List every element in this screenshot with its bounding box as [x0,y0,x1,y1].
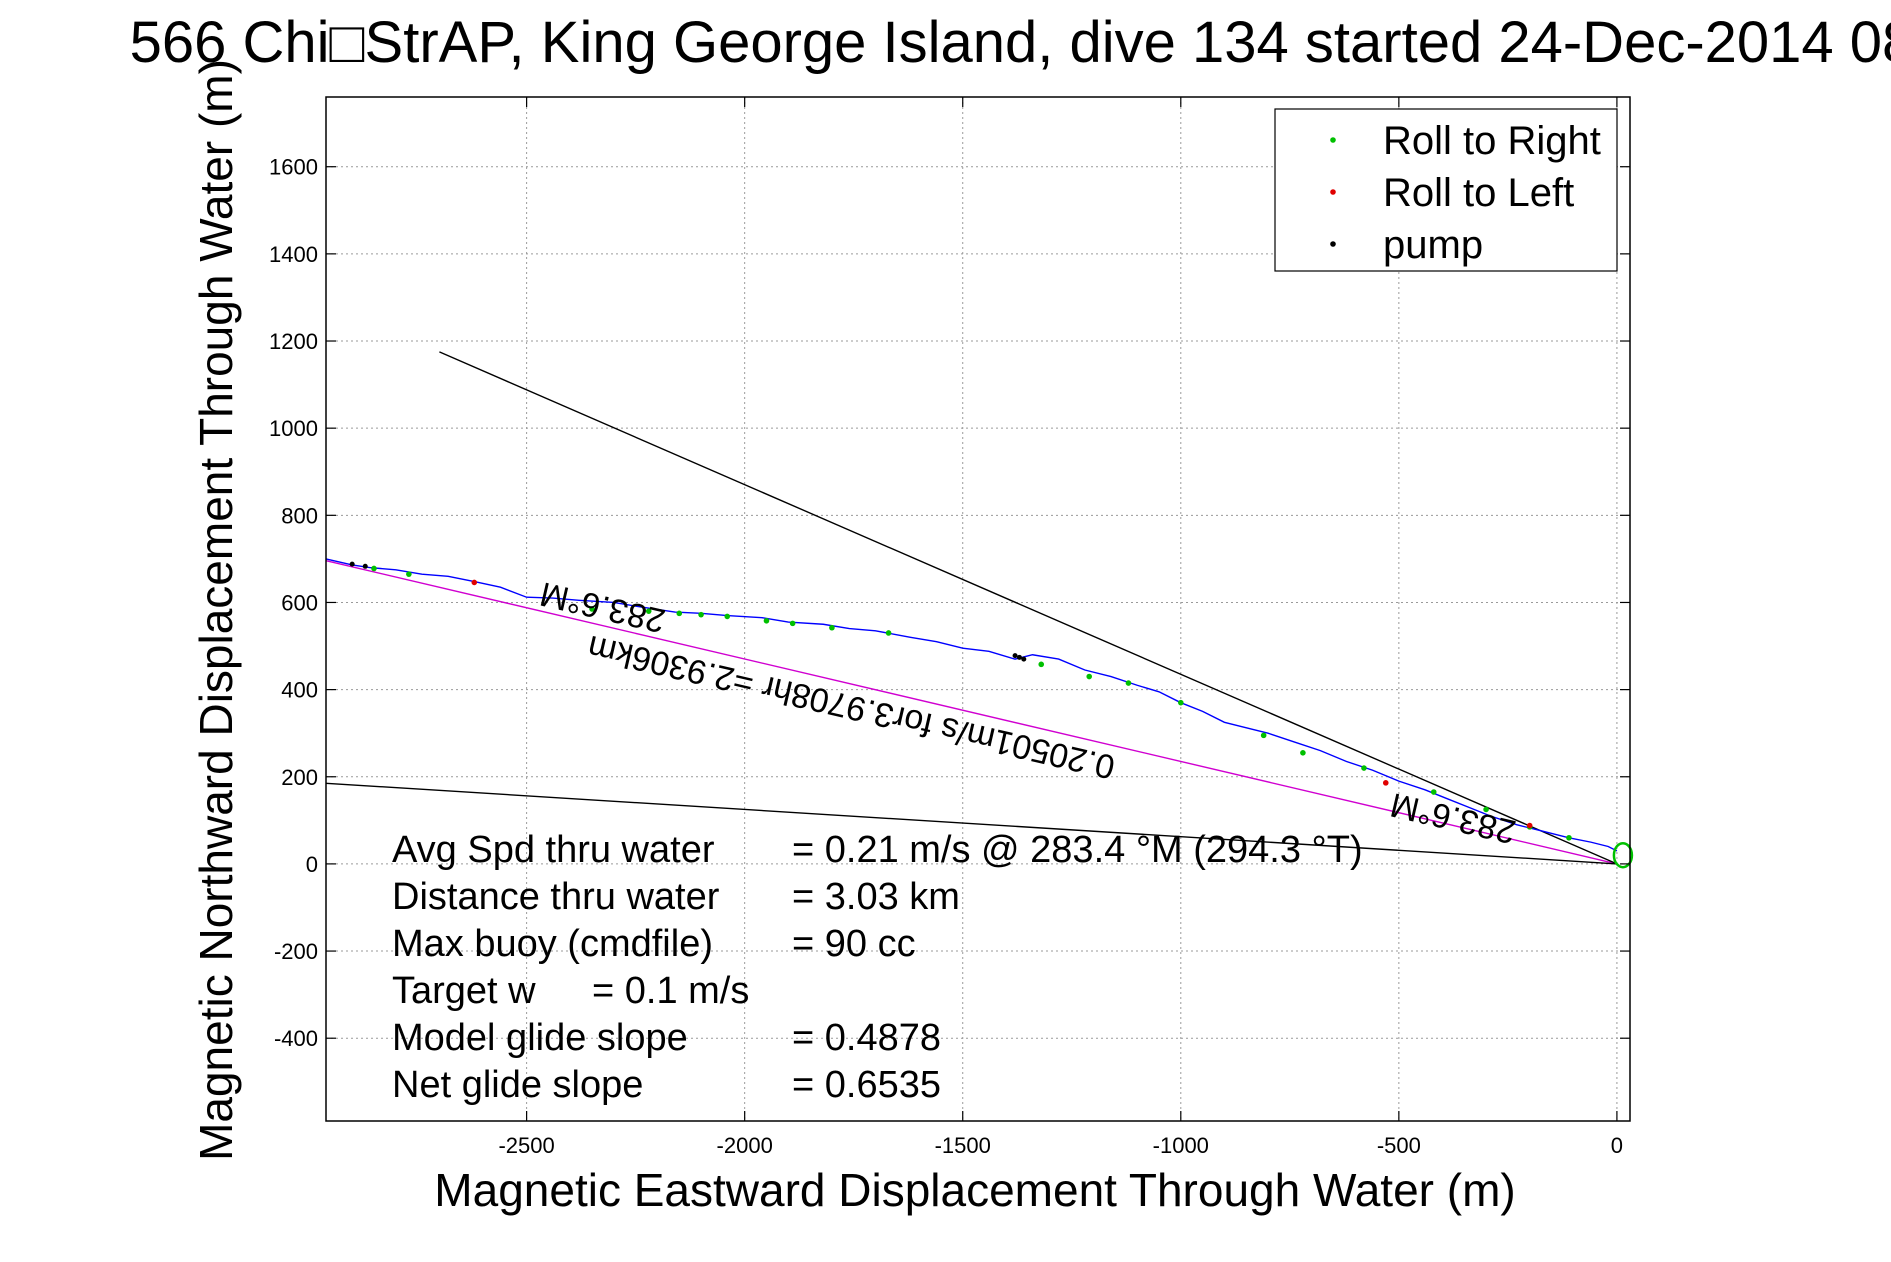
y-tick-label: 1400 [269,242,318,267]
roll-left-point [1382,780,1389,786]
roll-right-point [789,620,796,627]
roll-right-point [371,565,377,572]
stats-value: = 3.03 km [792,876,960,918]
y-tick-label: 1200 [269,329,318,354]
stats-value: = 0.4878 [792,1017,941,1059]
net-heading-line [325,559,1618,865]
roll-right-point [1483,806,1489,813]
stats-label: Net glide slope [392,1064,643,1106]
y-tick-label: 0 [306,852,318,877]
y-tick-label: -200 [274,939,318,964]
legend-label: Roll to Right [1383,119,1601,163]
y-tick-label: 200 [281,765,318,790]
y-tick-label: 600 [281,590,318,615]
pump-point [1016,654,1022,660]
roll-right-point [1566,834,1572,841]
roll-right-point [885,630,892,636]
x-tick-label: -1500 [935,1133,991,1158]
roll-right-point [724,613,731,620]
legend-marker [1330,241,1336,247]
roll-left-point [471,579,478,586]
legend-marker [1330,137,1336,143]
event-markers [349,561,1572,841]
x-tick-label: -2000 [717,1133,773,1158]
legend-label: Roll to Left [1383,171,1574,215]
roll-right-point [1361,765,1367,771]
roll-right-point [829,624,835,631]
roll-right-point [763,617,770,624]
legend-label: pump [1383,223,1483,267]
stats-value: = 0.6535 [792,1064,941,1106]
stats-label: Model glide slope [392,1017,688,1059]
roll-right-point [1086,673,1093,680]
roll-left-point [1526,822,1533,829]
x-tick-label: -2500 [498,1133,554,1158]
y-tick-label: -400 [274,1026,318,1051]
stats-label: Target w [392,970,536,1012]
stats-label: Max buoy (cmdfile) [392,923,713,965]
y-axis-label: Magnetic Northward Displacement Through … [190,59,242,1161]
roll-right-point [1177,699,1184,706]
legend-marker [1330,189,1336,195]
roll-right-point [406,571,412,577]
x-tick-label: 0 [1611,1133,1623,1158]
reference-lines [325,351,1618,865]
lower-wedge-line [325,782,1617,865]
x-tick-label: -500 [1377,1133,1421,1158]
y-tick-label: 400 [281,678,318,703]
plot-border [325,96,1631,1122]
roll-right-point [1260,732,1267,739]
y-tick-label: 800 [281,503,318,528]
stats-box: Avg Spd thru water = 0.21 m/s @ 283.4 °M … [392,829,1363,1106]
stats-label: Avg Spd thru water [392,829,715,871]
x-axis-label: Magnetic Eastward Displacement Through W… [434,1164,1515,1216]
pump-point [362,563,368,569]
upper-wedge-line [439,351,1618,865]
legend: Roll to Right Roll to Left pump [1274,108,1618,272]
stats-label: Distance thru water [392,876,720,918]
roll-right-point [1430,789,1437,795]
axis-ticks: -2500 -2000 -1500 -1000 -500 0-400-2000200400… [269,97,1630,1158]
y-tick-label: 1000 [269,416,318,441]
stats-value: = 0.21 m/s @ 283.4 °M (294.3 °T) [792,829,1363,871]
roll-right-point [1125,680,1132,686]
chart-title: 566 Chi□StrAP, King George Island, dive … [130,10,1891,75]
pump-point [349,561,355,567]
pump-point [1021,656,1027,662]
x-tick-label: -1000 [1153,1133,1209,1158]
roll-right-point [698,611,704,618]
roll-right-point [1038,661,1045,668]
roll-right-point [676,610,683,617]
stats-value: = 0.1 m/s [592,970,749,1012]
roll-right-point [645,608,652,614]
roll-right-point [589,606,595,612]
roll-right-point [1300,749,1306,756]
pump-point [1012,653,1018,659]
surface-loop-marker [1612,841,1634,869]
y-tick-label: 1600 [269,155,318,180]
stats-value: = 90 cc [792,923,916,965]
